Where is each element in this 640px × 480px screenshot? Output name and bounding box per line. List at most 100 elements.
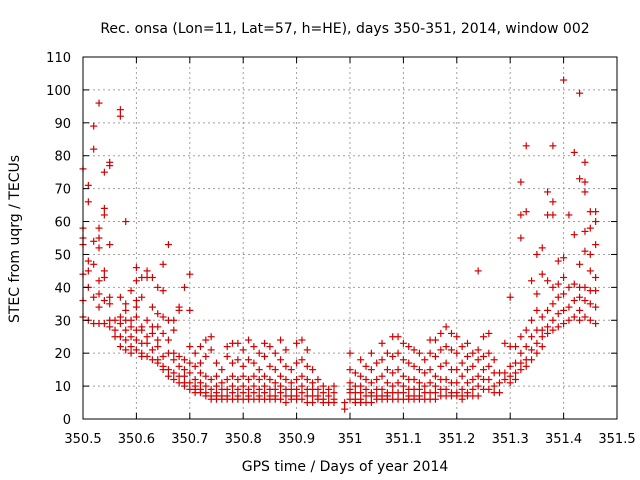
data-point [453,333,461,341]
data-point [367,379,375,387]
data-point [485,362,493,370]
x-tick-label: 351.4 [545,432,582,447]
data-point [565,283,573,291]
y-axis-title: STEC from uqrg / TECUs [7,155,23,323]
data-point [234,385,242,393]
data-point [549,300,557,308]
data-points [79,76,600,413]
data-point [592,320,600,328]
x-tick-label: 350.7 [171,432,208,447]
data-point [373,359,381,367]
data-point [255,366,263,374]
data-point [164,336,172,344]
data-point [164,372,172,380]
x-tick-label: 350.6 [118,432,155,447]
data-point [298,336,306,344]
data-point [100,320,108,328]
data-point [357,356,365,364]
data-point [330,389,338,397]
data-point [362,376,370,384]
data-point [282,376,290,384]
data-point [266,343,274,351]
data-point [373,376,381,384]
data-point [298,356,306,364]
y-tick-label: 20 [54,347,71,362]
data-point [330,382,338,390]
data-point [565,303,573,311]
data-point [303,362,311,370]
data-point [346,366,354,374]
data-point [447,346,455,354]
data-point [560,290,568,298]
data-point [116,333,124,341]
data-point [138,326,146,334]
data-point [132,313,140,321]
data-point [426,366,434,374]
data-point [581,283,589,291]
data-point [170,326,178,334]
data-point [159,329,167,337]
data-point [191,349,199,357]
data-point [164,241,172,249]
data-point [383,379,391,387]
data-point [319,389,327,397]
y-tick-label: 100 [46,84,71,99]
data-point [522,142,530,150]
data-point [191,376,199,384]
data-point [522,362,530,370]
data-point [490,356,498,364]
data-point [255,349,263,357]
data-point [512,369,520,377]
data-point [319,382,327,390]
data-point [84,257,92,265]
data-point [544,329,552,337]
data-point [528,277,536,285]
data-point [383,349,391,357]
data-point [298,382,306,390]
data-point [186,359,194,367]
data-point [122,326,130,334]
data-point [266,376,274,384]
data-point [522,326,530,334]
data-point [480,352,487,360]
data-point [560,320,568,328]
data-point [223,352,231,360]
data-point [474,267,482,275]
data-point [95,303,103,311]
data-point [229,382,237,390]
data-point [538,313,546,321]
data-point [159,287,167,295]
data-point [191,362,199,370]
data-point [570,313,578,321]
data-point [463,366,471,374]
data-point [223,376,231,384]
data-point [255,376,263,384]
data-point [506,293,514,301]
data-point [239,389,247,397]
data-point [586,224,594,232]
data-point [399,372,407,380]
x-tick-label: 350.5 [64,432,101,447]
data-point [298,389,306,397]
data-point [127,343,135,351]
data-point [95,277,103,285]
data-point [277,336,285,344]
data-point [293,339,301,347]
data-point [469,349,477,357]
data-point [581,247,589,255]
data-point [485,349,493,357]
data-point [362,385,370,393]
data-point [239,372,247,380]
data-point [111,316,119,324]
data-point [586,300,594,308]
data-point [293,385,301,393]
data-point [415,379,423,387]
data-point [485,376,493,384]
data-point [538,270,546,278]
data-point [132,264,140,272]
data-point [84,198,92,206]
data-point [474,382,482,390]
data-point [480,366,487,374]
data-point [576,306,584,314]
data-point [415,366,423,374]
